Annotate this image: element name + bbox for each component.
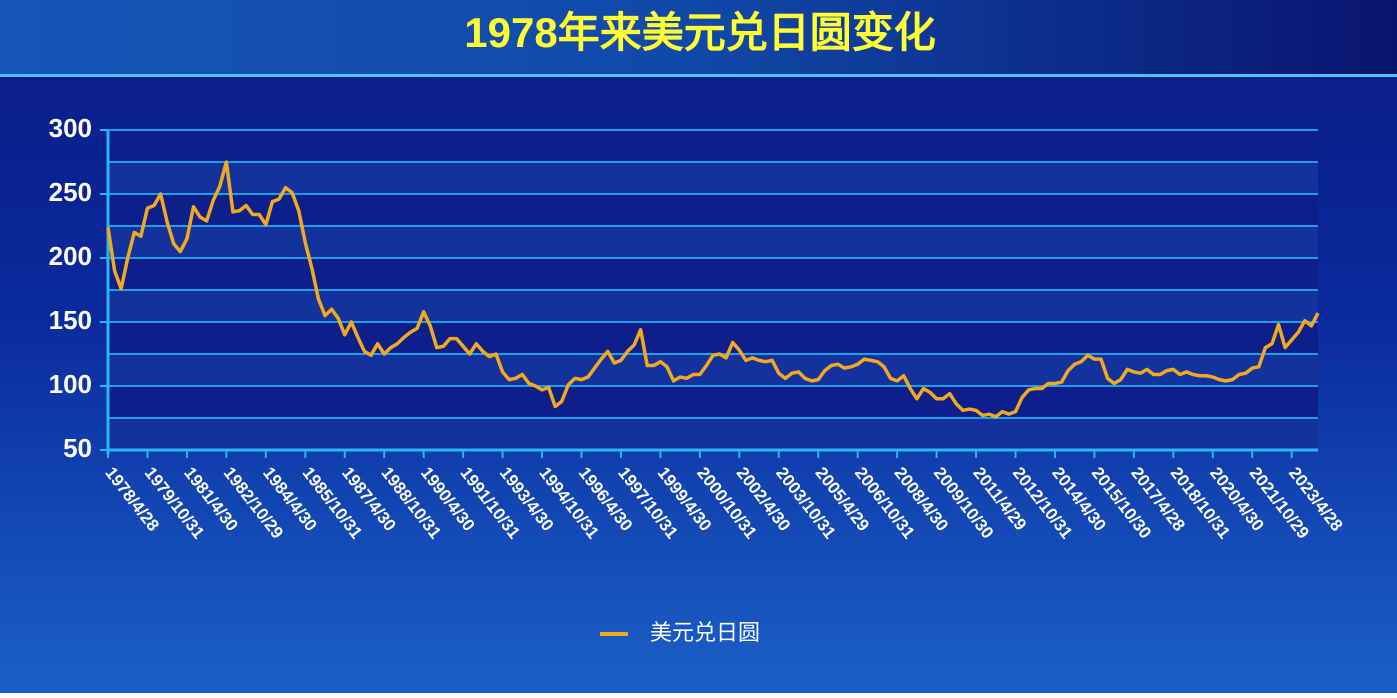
data-line bbox=[106, 160, 1320, 419]
plot-band bbox=[108, 226, 1318, 258]
y-tick-label: 50 bbox=[63, 433, 92, 463]
y-tick-label: 200 bbox=[49, 241, 92, 271]
y-tick-label: 100 bbox=[49, 369, 92, 399]
legend-label: 美元兑日圆 bbox=[650, 620, 760, 645]
title-bar bbox=[0, 0, 1397, 75]
plot-band bbox=[108, 290, 1318, 322]
chart-title: 1978年来美元兑日圆变化 bbox=[464, 9, 935, 56]
y-tick-label: 300 bbox=[49, 113, 92, 143]
plot-band bbox=[108, 354, 1318, 386]
y-tick-label: 250 bbox=[49, 177, 92, 207]
title-rule bbox=[0, 74, 1397, 77]
plot-band bbox=[108, 418, 1318, 450]
plot-band bbox=[108, 162, 1318, 194]
y-tick-label: 150 bbox=[49, 305, 92, 335]
